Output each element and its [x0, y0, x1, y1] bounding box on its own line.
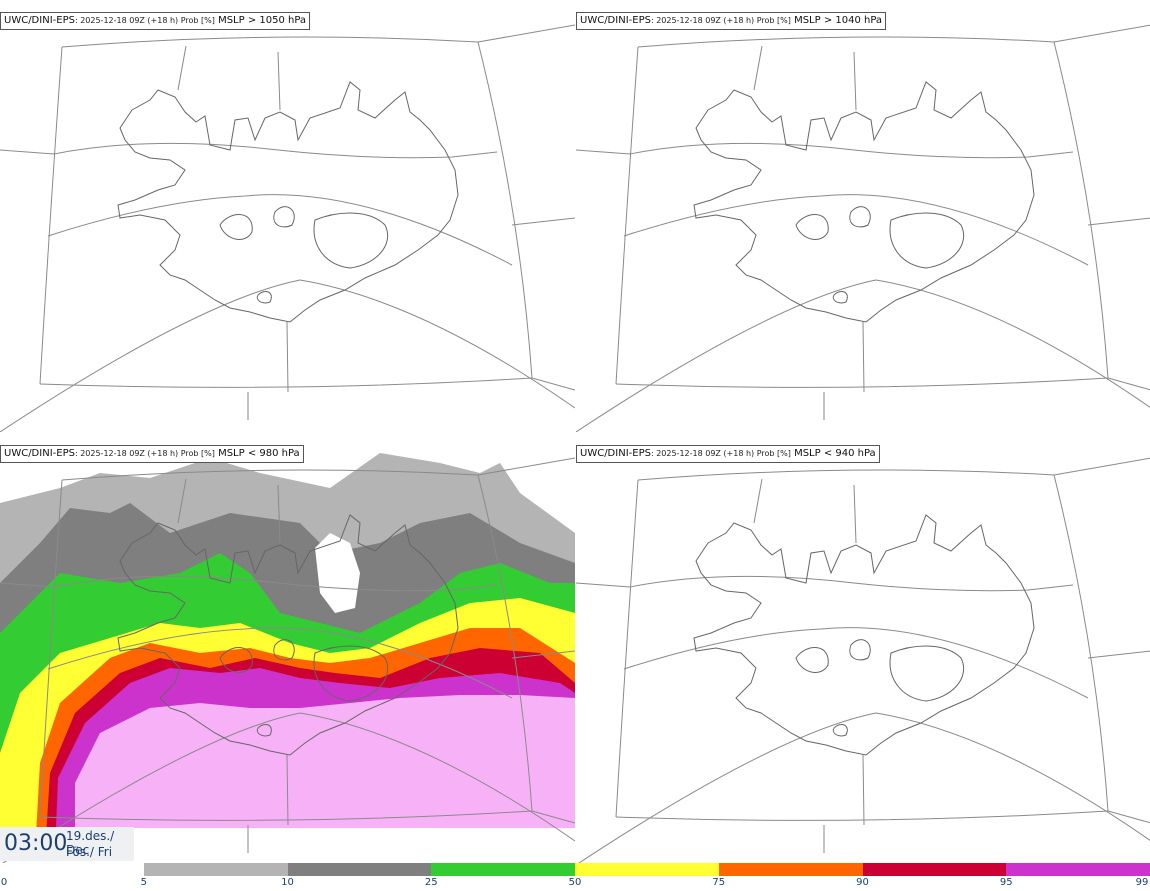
map-svg [0, 24, 575, 432]
map-panel-mslp-lt-980: UWC/DINI-EPS: 2025-12-18 09Z (+18 h) Pro… [0, 433, 575, 865]
probability-colorbar: 0 5 10 25 50 75 90 95 99 [0, 862, 1150, 891]
prob-band-white-bottom [0, 828, 575, 865]
colorbar-tick-label: 50 [568, 877, 582, 888]
colorbar-tick-label: 99 [1135, 877, 1149, 888]
prob-band-white-edge [0, 433, 575, 478]
colorbar-tick-label: 10 [281, 877, 294, 888]
map-svg [0, 433, 575, 865]
valid-date: 19.des./ Dec [66, 829, 115, 857]
panel-title: UWC/DINI-EPS: 2025-12-18 09Z (+18 h) Pro… [576, 445, 880, 463]
model-name: UWC/DINI-EPS [4, 15, 75, 26]
variable-name: MSLP > 1040 hPa [794, 15, 883, 26]
colorbar-segment [143, 863, 288, 876]
panel-title: UWC/DINI-EPS: 2025-12-18 09Z (+18 h) Pro… [576, 12, 887, 30]
colorbar-segment [431, 863, 575, 876]
map-panel-mslp-gt-1040: UWC/DINI-EPS: 2025-12-18 09Z (+18 h) Pro… [576, 0, 1150, 432]
colorbar-segment [862, 863, 1007, 876]
model-name: UWC/DINI-EPS [580, 15, 651, 26]
colorbar-tick-label: 75 [712, 877, 726, 888]
map-panel-mslp-gt-1050: UWC/DINI-EPS: 2025-12-18 09Z (+18 h) Pro… [0, 0, 575, 432]
variable-name: MSLP < 940 hPa [794, 448, 876, 459]
colorbar-segment [0, 863, 144, 876]
prob-band-99 [75, 695, 575, 853]
colorbar-segment [1006, 863, 1150, 876]
colorbar-segment [718, 863, 863, 876]
variable-name: MSLP < 980 hPa [218, 448, 300, 459]
forecast-meta: : 2025-12-18 09Z (+18 h) Prob [%] [650, 449, 791, 458]
iceland-coastline [117, 81, 459, 323]
model-name: UWC/DINI-EPS [4, 448, 75, 459]
forecast-meta: : 2025-12-18 09Z (+18 h) Prob [%] [74, 449, 215, 458]
forecast-meta: : 2025-12-18 09Z (+18 h) Prob [%] [74, 16, 215, 25]
graticule-lines [576, 457, 1150, 865]
colorbar-tick-label: 5 [140, 877, 147, 888]
colorbar-segment [575, 863, 719, 876]
valid-time-box: 03:00 19.des./ Dec Fös./ Fri [0, 827, 134, 861]
iceland-coastline [693, 81, 1035, 323]
map-svg [576, 457, 1150, 865]
panel-title: UWC/DINI-EPS: 2025-12-18 09Z (+18 h) Pro… [0, 445, 304, 463]
colorbar-segment [287, 863, 432, 876]
valid-day: Fös./ Fri [66, 845, 113, 859]
variable-name: MSLP > 1050 hPa [218, 15, 307, 26]
map-panel-mslp-lt-940: UWC/DINI-EPS: 2025-12-18 09Z (+18 h) Pro… [576, 433, 1150, 865]
map-svg [576, 24, 1150, 432]
colorbar-tick-label: 25 [424, 877, 438, 888]
colorbar-tick-label: 90 [856, 877, 869, 888]
panel-title: UWC/DINI-EPS: 2025-12-18 09Z (+18 h) Pro… [0, 12, 311, 30]
colorbar-tick-label: 0 [0, 877, 8, 888]
iceland-coastline [693, 514, 1035, 756]
forecast-meta: : 2025-12-18 09Z (+18 h) Prob [%] [650, 16, 791, 25]
prob-band-white-gap [315, 533, 360, 613]
graticule-lines [0, 24, 575, 432]
valid-time: 03:00 [4, 831, 68, 856]
model-name: UWC/DINI-EPS [580, 448, 651, 459]
graticule-lines [576, 24, 1150, 432]
colorbar-tick-label: 95 [999, 877, 1013, 888]
